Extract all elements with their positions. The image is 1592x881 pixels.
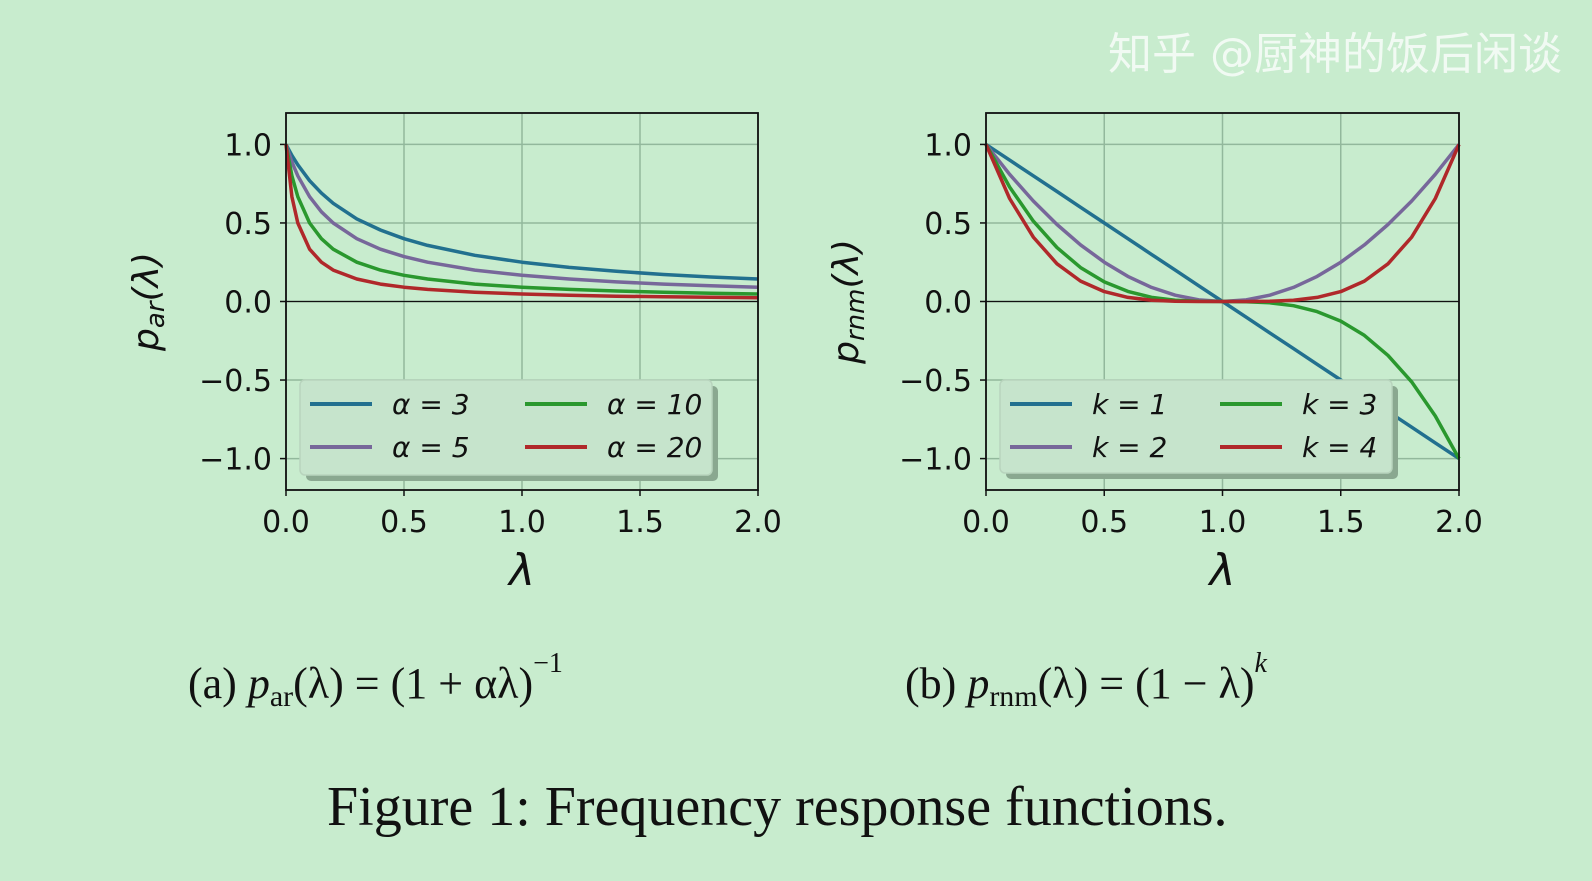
caption-b: (b) prnm(λ) = (1 − λ)k — [905, 648, 1267, 714]
y-axis-label-base: p — [126, 328, 167, 352]
y-axis-label-sub: ar — [141, 299, 171, 328]
x-tick-label: 0.5 — [380, 505, 428, 540]
x-tick-label: 0.5 — [1080, 505, 1128, 540]
legend-label: k = 2 — [1092, 431, 1167, 464]
x-tick-label: 2.0 — [1435, 505, 1483, 540]
legend: α = 3 α = 5 α = 10 α = 20 — [299, 379, 718, 481]
y-axis-label: prnm(λ) — [826, 239, 871, 365]
caption-a-label: (a) — [188, 659, 248, 708]
y-axis-label-rest: (λ) — [126, 252, 167, 301]
y-tick-label: −1.0 — [899, 443, 972, 478]
y-axis-label-sub: rnm — [841, 289, 871, 342]
legend-label: α = 5 — [392, 431, 470, 464]
legend-label: k = 1 — [1092, 388, 1167, 421]
y-tick-label: 0.5 — [224, 207, 272, 242]
caption-a-p: p — [247, 659, 270, 708]
legend-label: α = 3 — [392, 388, 470, 421]
series-line-3 — [984, 143, 1461, 304]
caption-a-sup: −1 — [533, 648, 563, 679]
series-line-2 — [284, 144, 759, 296]
x-tick-label: 1.0 — [498, 505, 546, 540]
caption-a-sub: ar — [269, 680, 294, 713]
caption-b-formula: (λ) = (1 − λ) — [1037, 659, 1255, 708]
legend-label: α = 20 — [607, 431, 702, 464]
x-axis-label: λ — [507, 545, 535, 596]
caption-a-formula: (λ) = (1 + αλ) — [293, 659, 534, 708]
y-tick-label: 0.5 — [924, 207, 972, 242]
legend-box — [299, 379, 713, 476]
y-tick-label: 0.0 — [924, 286, 972, 321]
x-axis-label: λ — [1207, 545, 1235, 596]
plot-frame — [985, 112, 1460, 491]
y-tick-label: −0.5 — [199, 364, 272, 399]
caption-a: (a) par(λ) = (1 + αλ)−1 — [188, 648, 563, 714]
series-line-1 — [284, 143, 759, 289]
y-tick-label: 1.0 — [224, 128, 272, 163]
y-tick-label: 1.0 — [924, 128, 972, 163]
legend-label: k = 4 — [1302, 431, 1377, 464]
y-axis-label-rest: (λ) — [826, 239, 867, 288]
caption-b-sup: k — [1254, 648, 1267, 679]
caption-b-sub: rnm — [989, 680, 1038, 713]
y-tick-label: −1.0 — [199, 443, 272, 478]
series-line-3 — [284, 144, 759, 300]
x-tick-label: 0.0 — [962, 505, 1010, 540]
legend-label: k = 3 — [1302, 388, 1377, 421]
y-axis-label-base: p — [826, 341, 867, 365]
caption-b-label: (b) — [905, 659, 968, 708]
y-tick-label: 0.0 — [224, 286, 272, 321]
x-tick-label: 1.0 — [1199, 505, 1247, 540]
legend: k = 1 k = 2 k = 3 k = 4 — [999, 379, 1398, 479]
figure-caption: Figure 1: Frequency response functions. — [327, 776, 1228, 838]
y-axis-label: par(λ) — [126, 252, 171, 352]
x-tick-label: 0.0 — [262, 505, 310, 540]
legend-label: α = 10 — [607, 388, 702, 421]
panel-a: 0.0 0.5 1.0 1.5 2.01.00.50.0−0.5−1.0α = 3α =… — [126, 112, 782, 596]
y-tick-label: −0.5 — [899, 364, 972, 399]
legend-box — [999, 379, 1393, 474]
series-line-0 — [284, 143, 759, 281]
caption-b-p: p — [967, 659, 990, 708]
x-tick-label: 1.5 — [1317, 505, 1365, 540]
watermark: 知乎 @厨神的饭后闲谈 — [1108, 29, 1562, 80]
x-tick-label: 1.5 — [616, 505, 664, 540]
x-tick-label: 2.0 — [734, 505, 782, 540]
panel-b: 0.0 0.5 1.0 1.5 2.01.00.50.0−0.5−1.0k = 1k =… — [826, 112, 1483, 596]
plot-frame — [285, 112, 759, 491]
